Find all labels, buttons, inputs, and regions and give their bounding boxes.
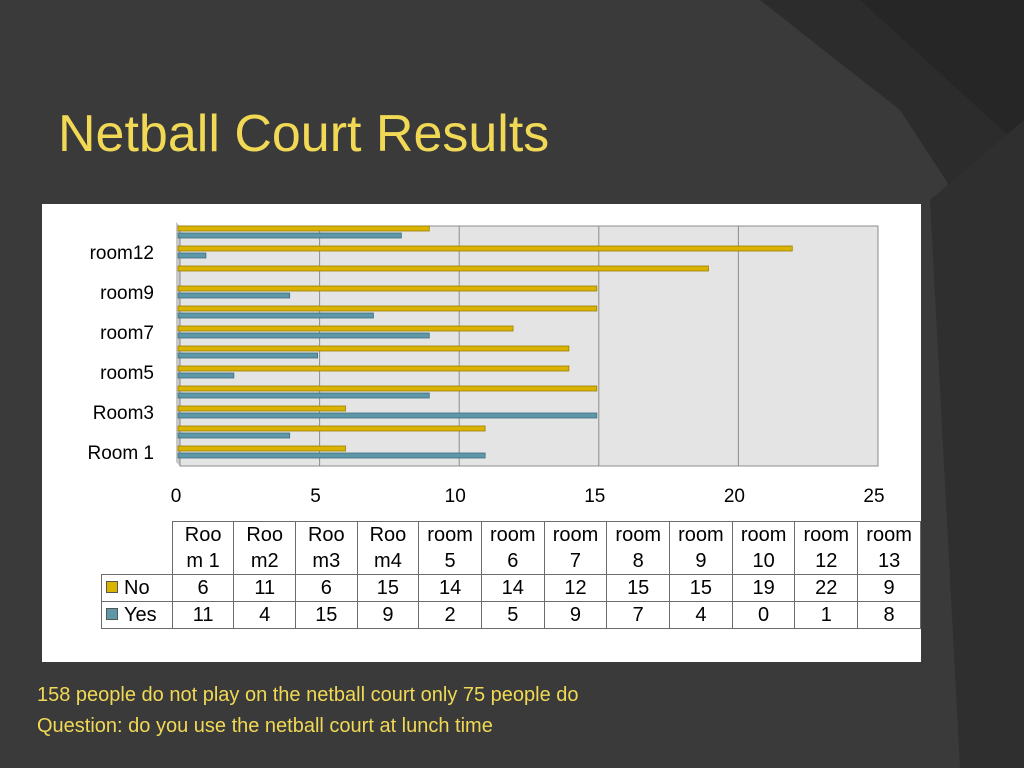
table-column-header: room 12 (794, 521, 859, 575)
bar-no (177, 245, 793, 252)
y-tick-label: room5 (100, 363, 154, 384)
table-cell: 14 (418, 574, 482, 602)
table-column-header: room 5 (418, 521, 482, 575)
table-header-row: Roo m 1 Roo m2 Roo m3 Roo m4 room 5 room 6 room 7 room… (101, 521, 921, 575)
chart-panel: 0 5 10 15 20 25 Room 1 Room3 room5 room7 room9 room… (42, 204, 921, 662)
table-column-header: Roo m3 (295, 521, 358, 575)
caption-summary: 158 people do not play on the netball co… (37, 684, 579, 706)
data-table: Roo m 1 Roo m2 Roo m3 Roo m4 room 5 room 6 room 7 room… (101, 521, 921, 629)
legend-entry-yes: Yes (101, 601, 173, 629)
bar-yes (177, 432, 291, 439)
legend-swatch-no (106, 581, 118, 593)
table-column-header: room 9 (669, 521, 733, 575)
table-cell: 0 (731, 601, 796, 629)
bar-no (177, 325, 514, 332)
legend-entry-no: No (101, 574, 173, 602)
y-tick-label: room9 (100, 283, 154, 304)
x-tick-label: 15 (584, 486, 605, 507)
bar-yes (177, 372, 235, 379)
bar-chart: 0 5 10 15 20 25 Room 1 Room3 room5 room7 room9 room… (87, 222, 885, 507)
table-row: No 6 11 6 15 14 14 12 15 15 19 22 9 (101, 574, 921, 602)
table-cell: 6 (295, 574, 358, 602)
x-tick-label: 5 (310, 486, 321, 507)
table-cell: 8 (857, 601, 921, 629)
table-column-header: Roo m 1 (171, 521, 235, 575)
table-cell: 4 (669, 601, 733, 629)
table-cell: 14 (480, 574, 545, 602)
x-tick-label: 25 (863, 486, 884, 507)
table-cell: 22 (794, 574, 859, 602)
y-tick-label: room7 (100, 323, 154, 344)
bar-yes (177, 392, 430, 399)
table-column-header: room 7 (543, 521, 608, 575)
bar-no (177, 365, 570, 372)
bar-yes (177, 332, 430, 339)
plot-side-wall (176, 222, 180, 466)
y-tick-label: room12 (90, 243, 154, 264)
table-cell: 4 (233, 601, 297, 629)
table-column-header: Roo m4 (356, 521, 420, 575)
bar-yes (177, 252, 207, 259)
table-cell: 15 (669, 574, 733, 602)
table-column-header: Roo m2 (233, 521, 297, 575)
table-cell: 7 (606, 601, 671, 629)
table-cell: 15 (606, 574, 671, 602)
table-cell: 11 (171, 601, 235, 629)
bar-no (177, 445, 346, 452)
table-cell: 15 (295, 601, 358, 629)
table-cell: 15 (356, 574, 420, 602)
bar-yes (177, 352, 319, 359)
x-tick-label: 0 (171, 486, 182, 507)
table-cell: 2 (418, 601, 482, 629)
bar-no (177, 345, 570, 352)
caption-question: Question: do you use the netball court a… (37, 715, 493, 737)
bar-no (177, 405, 346, 412)
table-column-header: room 6 (480, 521, 545, 575)
slide-title: Netball Court Results (58, 105, 550, 163)
table-column-header: room 8 (606, 521, 671, 575)
table-column-header: room 10 (731, 521, 796, 575)
bar-yes (177, 292, 291, 299)
table-cell: 6 (171, 574, 235, 602)
legend-swatch-yes (106, 608, 118, 620)
table-cell: 9 (356, 601, 420, 629)
table-cell: 12 (543, 574, 608, 602)
x-tick-label: 10 (445, 486, 466, 507)
bar-no (177, 265, 709, 272)
y-tick-label: Room 1 (87, 443, 154, 464)
table-cell: 9 (857, 574, 921, 602)
table-cell: 9 (543, 601, 608, 629)
table-cell: 1 (794, 601, 859, 629)
bar-no (177, 385, 598, 392)
bar-yes (177, 412, 598, 419)
bar-no (177, 225, 430, 232)
bar-no (177, 425, 486, 432)
bar-yes (177, 312, 374, 319)
bar-no (177, 285, 598, 292)
bar-no (177, 305, 598, 312)
x-tick-label: 20 (724, 486, 745, 507)
y-tick-label: Room3 (93, 403, 154, 424)
table-corner (101, 521, 173, 575)
table-cell: 5 (480, 601, 545, 629)
bar-yes (177, 452, 486, 459)
table-row: Yes 11 4 15 9 2 5 9 7 4 0 1 8 (101, 601, 921, 629)
table-column-header: room 13 (857, 521, 921, 575)
bar-yes (177, 232, 402, 239)
table-cell: 19 (731, 574, 796, 602)
table-cell: 11 (233, 574, 297, 602)
